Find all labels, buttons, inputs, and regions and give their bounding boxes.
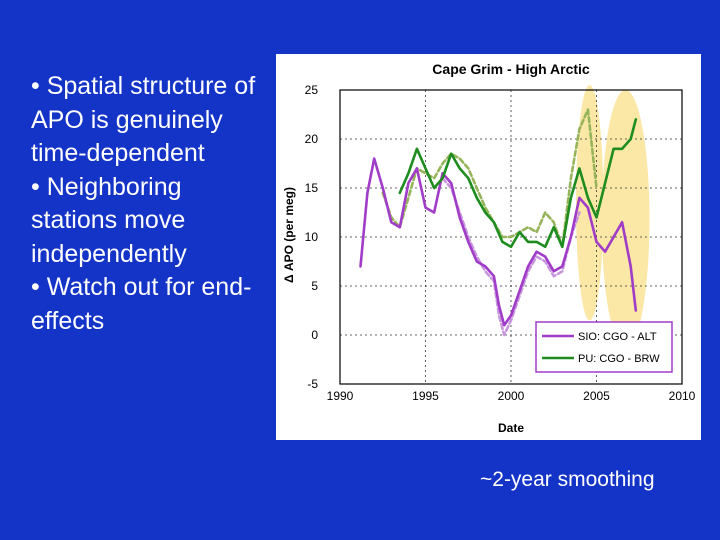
series-line-1 [381, 108, 598, 249]
plot-frame [339, 89, 683, 385]
series-line-4 [398, 118, 638, 249]
y-tick-label-5: 0 [311, 328, 318, 342]
y-tick-label-3: 10 [305, 230, 319, 244]
y-tick-label-0: 25 [305, 83, 319, 97]
chart-panel: 25 20 15 10 5 0 -5 1990 1995 2000 2005 2010 Cape Gri… [276, 54, 701, 440]
highlight-ellipse-2 [601, 90, 650, 349]
bullet-list: • Spatial structure of APO is genuinely … [31, 70, 271, 338]
smoothing-caption: ~2-year smoothing [480, 468, 655, 491]
x-tick-label-0: 1990 [327, 389, 354, 403]
y-axis-label: Δ APO (per meg) [282, 187, 296, 283]
x-tick-label-1: 1995 [412, 389, 439, 403]
x-axis-label: Date [498, 421, 524, 435]
x-tick-label-3: 2005 [583, 389, 610, 403]
bullet-item-3: • Watch out for end-effects [31, 273, 252, 335]
bullet-item-1: • Spatial structure of APO is genuinely … [31, 72, 256, 167]
y-tick-label-1: 20 [305, 132, 319, 146]
legend-box [535, 321, 673, 373]
series-line-3 [359, 157, 638, 327]
y-tick-label-2: 15 [305, 181, 319, 195]
legend-label-2: PU: CGO - BRW [578, 353, 660, 365]
y-tick-label-4: 5 [311, 279, 318, 293]
chart-svg: 25 20 15 10 5 0 -5 1990 1995 2000 2005 2010 Cape Gri… [282, 61, 696, 435]
bullet-item-2: • Neighboring stations move independentl… [31, 172, 187, 268]
x-tick-label-4: 2010 [669, 389, 696, 403]
y-tick-label-6: -5 [307, 377, 318, 391]
x-tick-label-2: 2000 [498, 389, 525, 403]
series-line-2 [441, 176, 581, 337]
legend-label-1: SIO: CGO - ALT [578, 331, 657, 343]
chart-title: Cape Grim - High Arctic [432, 61, 590, 77]
